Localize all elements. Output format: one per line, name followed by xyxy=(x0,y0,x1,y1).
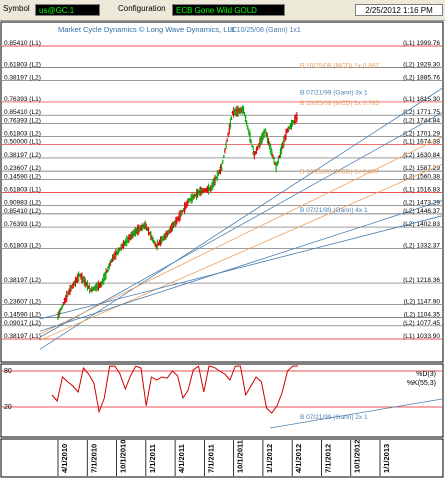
x-tick-label: 4/1/2010 xyxy=(60,444,69,473)
level-right-label: (L1) 1674.38 xyxy=(403,139,440,146)
configuration-select[interactable]: ECB Gone Wild GOLD xyxy=(172,4,285,16)
level-right-label: (L1) 1815.30 xyxy=(403,96,440,103)
level-left-label: 0.85410 (L1) xyxy=(4,40,41,47)
x-tick-label: 10/1/2010 xyxy=(119,440,128,473)
trend-label: B 07/21/99 (Gann) 4x 1 xyxy=(300,207,368,214)
level-right-label: (L2) 1885.76 xyxy=(403,75,440,82)
level-left-label: 0.38197 (L2) xyxy=(4,75,41,82)
level-lines: 0.85410 (L1) (L1) 1999.76 0.61803 (L2) (L2)… xyxy=(2,40,442,340)
indicator-panel xyxy=(0,363,444,438)
level-left-label: 0.85410 (L2) xyxy=(4,109,41,116)
level-right-label: (L2) 1332.37 xyxy=(403,242,440,249)
indicator-tick-80: 80 xyxy=(4,368,12,375)
level-left-label: 0.61803 (L1) xyxy=(4,187,41,194)
level-right-label: (L2) 1218.36 xyxy=(403,277,440,284)
x-tick-label: 7/1/2012 xyxy=(323,444,332,473)
level-right-label: (L2) 1744.84 xyxy=(403,117,440,124)
level-right-label: (L2) 1473.29 xyxy=(403,200,440,207)
trend-lines xyxy=(39,88,443,350)
trend-line xyxy=(39,136,443,335)
level-right-label: (L2) 1630.84 xyxy=(403,152,440,159)
trend-label: B 10/25/08 (MCD) 1x 0.887 xyxy=(300,168,380,175)
x-tick-label: 1/1/2012 xyxy=(265,444,274,473)
x-tick-label: 1/1/2013 xyxy=(382,444,391,473)
x-tick-label: 7/1/2011 xyxy=(206,444,215,473)
level-left-label: 0.76393 (L1) xyxy=(4,96,41,103)
chart-area: 0.85410 (L1) (L1) 1999.76 0.61803 (L2) (L2)… xyxy=(0,21,444,478)
level-right-label: (L2) 1771.75 xyxy=(403,109,440,116)
trend-label: B 10/25/08 (MCD) 1x 0.887 xyxy=(300,62,380,69)
level-left-label: 0.61803 (L2) xyxy=(4,242,41,249)
level-left-label: 0.50000 (L1) xyxy=(4,139,41,146)
x-axis-ticks: 4/1/2010 7/1/2010 10/1/2010 1/1/2011 4/1/201… xyxy=(57,440,391,476)
indicator-tick-20: 20 xyxy=(4,404,12,411)
level-left-label: 0.23607 (L2) xyxy=(4,298,41,305)
date-axis-panel xyxy=(0,438,444,478)
level-left-label: 0.38197 (L1) xyxy=(4,333,41,340)
symbol-label: Symbol xyxy=(3,4,30,13)
level-left-label: 0.38197 (L2) xyxy=(4,277,41,284)
level-left-label: 0.90983 (L2) xyxy=(4,200,41,207)
level-left-label: 0.85410 (L2) xyxy=(4,208,41,215)
price-panel xyxy=(0,21,444,363)
trend-line xyxy=(39,112,443,338)
symbol-input[interactable]: us@GC.1 xyxy=(35,4,100,16)
trend-label: B 07/21/99 (Gann) 3x 1 xyxy=(300,89,368,96)
level-left-label: 0.38197 (L2) xyxy=(4,152,41,159)
x-tick-label: 1/1/2011 xyxy=(148,444,157,473)
datetime-display: 2/25/2012 1:16 PM xyxy=(355,4,443,16)
trend-line xyxy=(39,215,443,320)
gann-label-top: B 10/25/08 (Gann) 1x1 xyxy=(230,27,301,34)
chart-title: Market Cycle Dynamics © Long Wave Dynami… xyxy=(58,25,238,34)
configuration-label: Configuration xyxy=(118,4,166,13)
level-left-label: 0.76393 (L2) xyxy=(4,117,41,124)
level-right-label: (L2) 1446.37 xyxy=(403,208,440,215)
price-bars xyxy=(57,105,298,320)
trend-label: B 10/25/08 (MCD) 1x 0.785 xyxy=(300,100,380,107)
level-right-label: (L2) 1560.38 xyxy=(403,173,440,180)
x-tick-label: 4/1/2011 xyxy=(177,444,186,473)
x-tick-label: 10/1/2012 xyxy=(353,440,362,473)
level-right-label: (L2) 1104.35 xyxy=(404,312,441,319)
legend-d: %D(3) xyxy=(416,371,436,378)
level-right-label: (L2) 1077.45 xyxy=(403,320,440,327)
indicator-gann-label: B 07/21/99 (Gann) 2x 1 xyxy=(300,414,368,421)
level-left-label: 0.61803 (L2) xyxy=(4,131,41,138)
x-tick-label: 7/1/2010 xyxy=(89,444,98,473)
trend-line xyxy=(39,200,443,332)
level-left-label: 0.14590 (L2) xyxy=(4,173,41,180)
level-right-label: (L2) 1701.29 xyxy=(403,131,440,138)
level-right-label: (L1) 1516.83 xyxy=(403,187,440,194)
level-left-label: 0.14590 (L2) xyxy=(4,312,41,319)
trend-line xyxy=(39,163,443,341)
trend-labels: B 10/25/08 (MCD) 1x 0.887 B 07/21/99 (Gan… xyxy=(300,62,380,214)
legend-k: %K(55,3) xyxy=(407,380,436,387)
indicator-gann-line xyxy=(269,398,443,429)
level-right-label: (L2) 1402.83 xyxy=(403,221,440,228)
level-right-label: (L2) 1929.30 xyxy=(403,61,440,68)
trend-line xyxy=(39,88,443,350)
level-left-label: 0.61803 (L2) xyxy=(4,61,41,68)
level-right-label: (L2) 1587.29 xyxy=(403,165,440,172)
level-right-label: (L1) 1999.76 xyxy=(403,40,440,47)
level-right-label: (L1) 1033.90 xyxy=(403,333,440,340)
x-tick-label: 10/1/2011 xyxy=(236,440,245,473)
stochastic-line xyxy=(51,365,298,414)
level-left-label: 0.76393 (L2) xyxy=(4,221,41,228)
level-right-label: (L2) 1147.90 xyxy=(404,298,441,305)
level-left-label: 0.09017 (L2) xyxy=(4,320,41,327)
level-left-label: 0.23607 (L2) xyxy=(4,165,41,172)
x-tick-label: 4/1/2012 xyxy=(294,444,303,473)
toolbar: Symbol us@GC.1 Configuration ECB Gone Wi… xyxy=(0,0,445,21)
